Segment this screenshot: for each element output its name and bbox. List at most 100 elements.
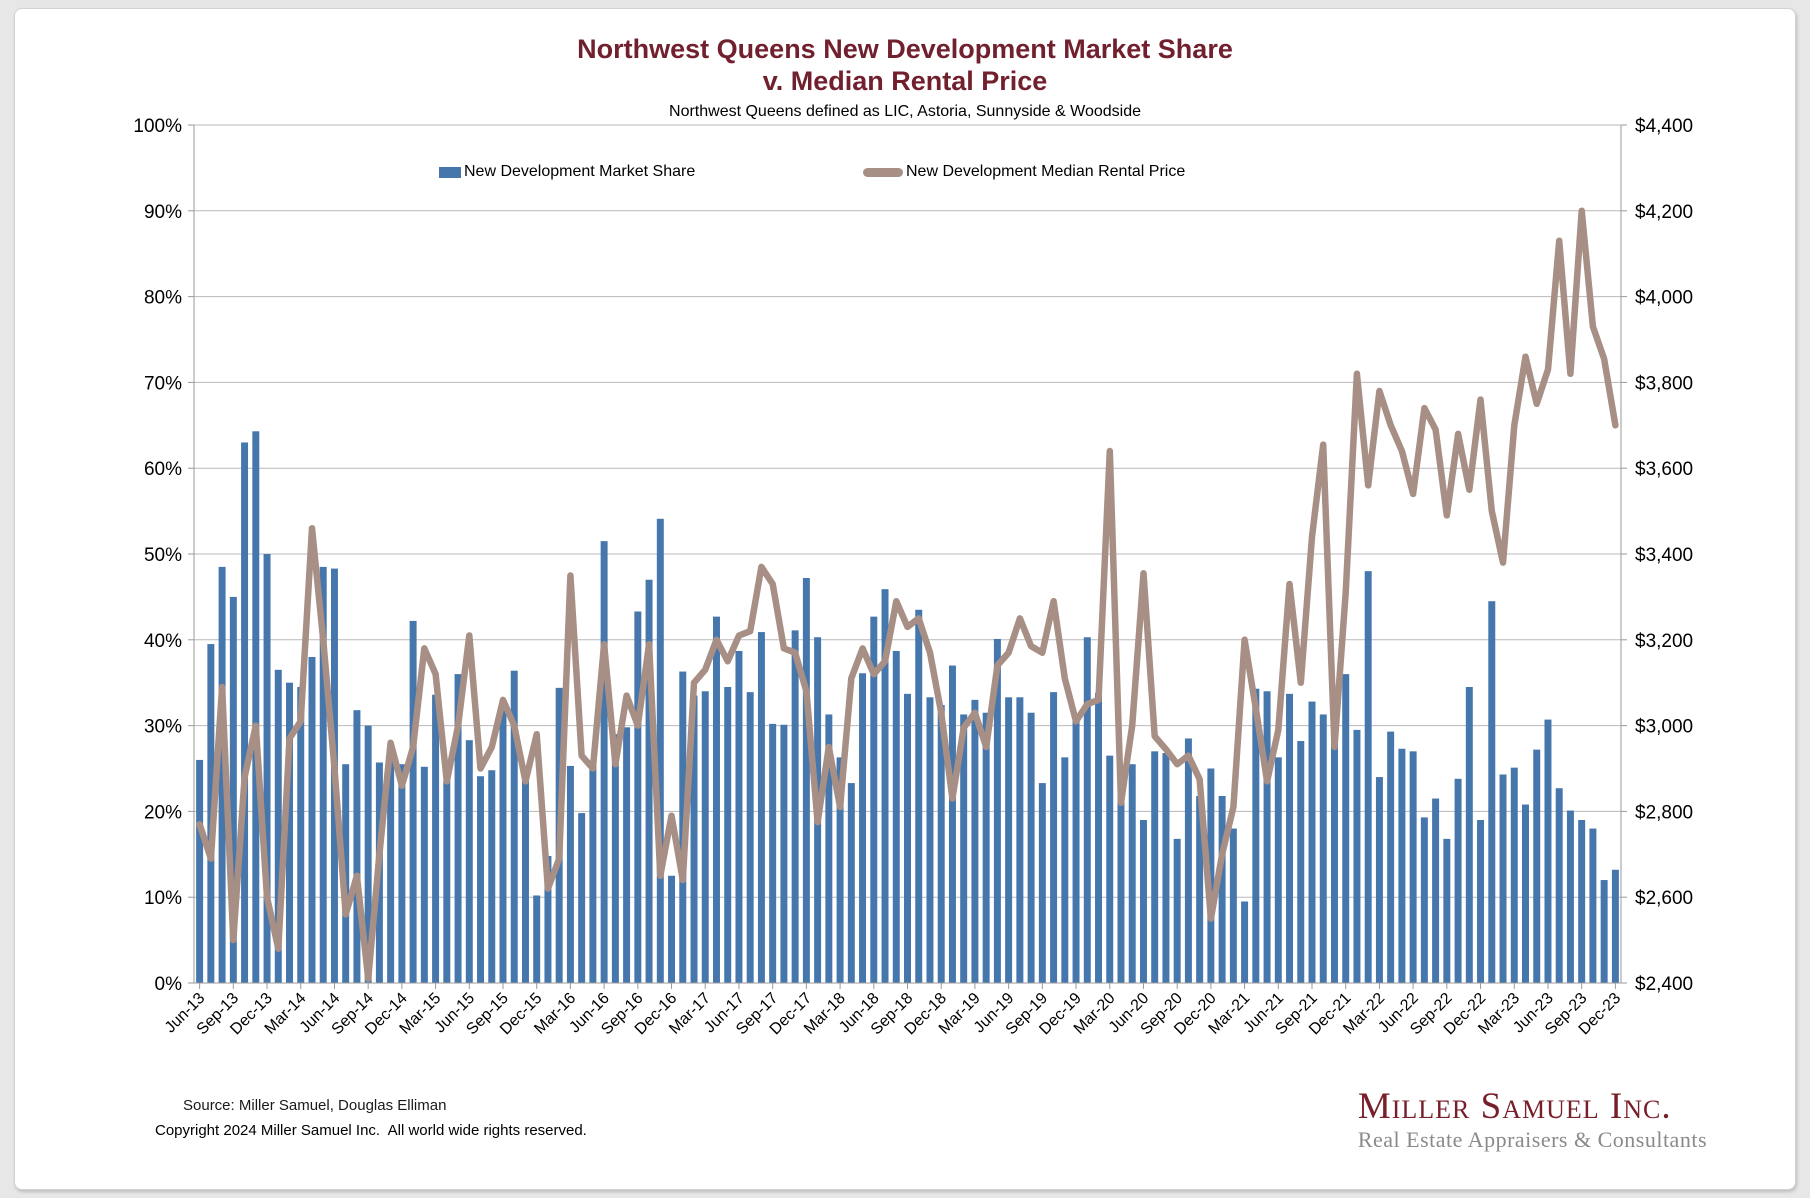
bar [1420,817,1428,983]
bar [971,699,979,983]
bar [904,693,911,983]
bar [634,611,642,983]
bar [589,761,597,983]
bar [1274,757,1282,983]
bar [578,813,586,983]
bar [1038,783,1046,983]
bar [611,734,619,983]
legend-item-rental-price: New Development Median Rental Price [863,159,1185,185]
bar [1016,697,1024,983]
bar [1432,798,1440,983]
y-right-label: $2,600 [1635,888,1693,909]
miller-samuel-logo: Miller Samuel Inc. Real Estate Appraiser… [1358,1087,1707,1153]
bar [769,723,777,983]
bar [1308,701,1316,983]
bar [623,727,631,983]
bar [926,697,934,983]
bar [488,770,496,983]
bar [218,566,226,983]
bar [1510,767,1518,983]
bar [757,632,765,983]
combo-chart: 0% $2,400 10% $2,600 20% $2,800 30% $3,000 40% $3… [133,116,1693,1038]
y-right-label: $2,800 [1635,802,1693,823]
chart-title-line2: v. Median Rental Price [762,66,1048,96]
bar [443,780,451,983]
y-right-label: $4,000 [1635,288,1693,309]
bar [1095,693,1102,983]
chart-title: Northwest Queens New Development Market … [15,33,1795,97]
y-right-label: $4,200 [1635,202,1693,223]
bar [297,686,305,983]
bar [353,710,361,983]
line-series-swatch-icon [863,167,903,177]
axis-labels: 0% $2,400 10% $2,600 20% $2,800 30% $3,000 40% $3… [133,116,1693,995]
bar [432,694,440,983]
bar [196,759,204,983]
y-left-label: 70% [144,373,182,394]
y-right-label: $3,600 [1635,459,1693,480]
bar [499,703,507,983]
bar [735,650,743,983]
y-right-label: $3,800 [1635,373,1693,394]
bar [241,442,249,984]
x-axis-labels: Jun-13Sep-13Dec-13Mar-14Jun-14Sep-14Dec-… [162,983,1624,1038]
bar [229,596,237,983]
bar [286,682,293,983]
bar [1218,795,1226,983]
y-right-label: $3,400 [1635,545,1693,566]
bar [1566,810,1574,983]
bar [274,669,282,983]
bar [533,895,541,983]
bar [1409,751,1417,983]
bar [1353,729,1361,983]
bar [1252,688,1260,983]
bar [1465,686,1473,983]
bar [1555,788,1563,983]
bar [1544,719,1552,983]
y-right-label: $2,400 [1635,974,1693,995]
y-left-label: 0% [155,974,183,995]
median-rental-price-line [196,207,1619,982]
bar [1050,692,1058,983]
bar [1364,571,1372,983]
bar [409,620,417,983]
bar [263,554,271,983]
logo-tagline: Real Estate Appraisers & Consultants [1357,1127,1707,1152]
bar [454,674,462,983]
bar [1139,819,1147,983]
bar [319,566,327,983]
bar [1477,819,1485,983]
bar [892,650,900,983]
chart-panel: Northwest Queens New Development Market … [14,8,1796,1190]
bar [1319,714,1327,983]
bar [656,518,664,983]
bar [982,712,990,983]
y-left-label: 20% [144,802,182,823]
bar [1263,691,1271,983]
chart-title-line1: Northwest Queens New Development Market … [577,34,1233,64]
bar [1241,901,1249,983]
bar [1173,838,1181,983]
bar [746,692,754,983]
bar [1533,749,1541,983]
bar [881,589,889,983]
bar [1184,738,1192,983]
bar [937,705,945,983]
bar [1128,764,1136,983]
y-right-label: $4,400 [1635,116,1693,137]
y-left-label: 80% [144,288,182,309]
bar [510,670,518,983]
bar [960,714,968,983]
bar [1443,838,1451,983]
y-left-label: 90% [144,202,182,223]
bar [836,757,844,983]
bar [713,616,720,983]
bar [780,724,788,983]
bar [308,656,316,983]
bar [1027,712,1035,983]
bar [724,686,732,983]
y-left-label: 100% [133,116,182,137]
bar [1589,828,1597,983]
bar [420,766,428,983]
bar [1454,778,1462,983]
